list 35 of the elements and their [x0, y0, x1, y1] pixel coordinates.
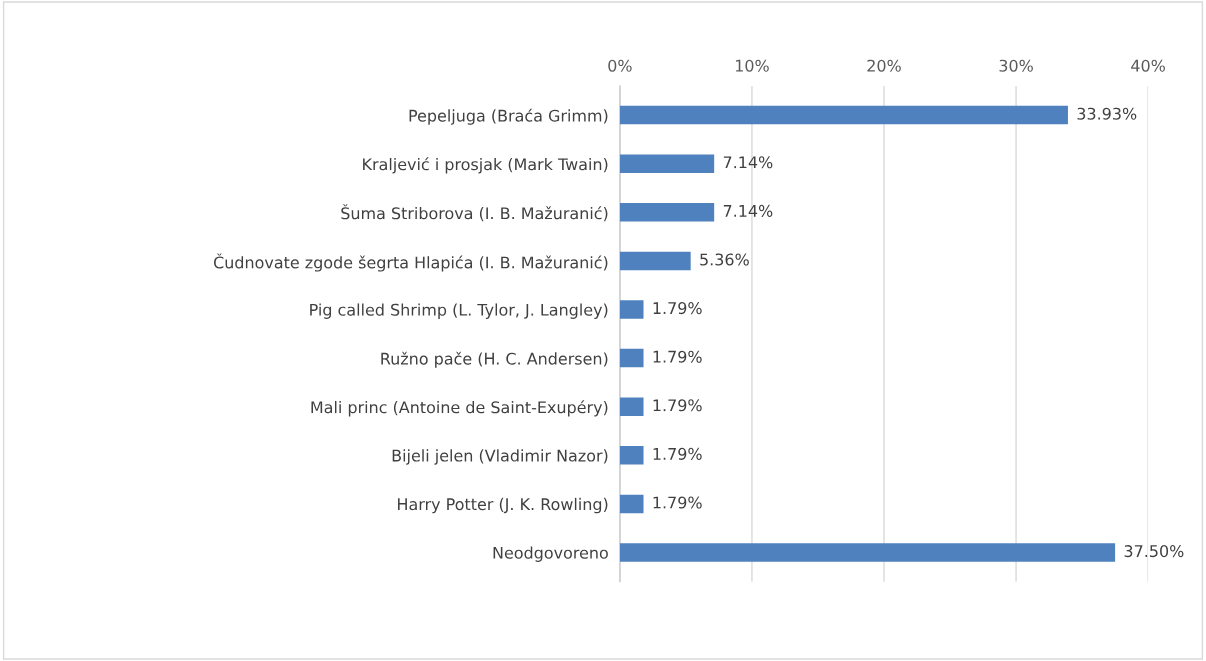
data-label: 1.79%: [653, 399, 702, 412]
data-label: 1.79%: [653, 350, 702, 363]
data-label: 1.79%: [653, 496, 702, 509]
bar: [619, 494, 644, 514]
bar: [619, 543, 1116, 562]
y-tick-label: Pepeljuga (Braća Grimm): [409, 108, 608, 125]
bar: [619, 203, 715, 222]
bar: [619, 251, 691, 271]
bar: [619, 154, 715, 173]
data-label: 7.14%: [723, 204, 773, 217]
bar: [619, 300, 644, 319]
data-label: 7.14%: [723, 156, 773, 169]
y-tick-label: Šuma Striborova (I. B. Mažuranić): [341, 204, 608, 222]
y-tick-label: Kraljević i prosjak (Mark Twain): [363, 157, 608, 174]
y-tick-label: Neodgovoreno: [493, 546, 608, 562]
data-label: 33.93%: [1077, 107, 1137, 120]
bar: [619, 105, 1068, 125]
bar: [619, 348, 644, 368]
bar: [619, 397, 644, 416]
data-label: 1.79%: [653, 302, 702, 315]
x-tick-label: 20%: [867, 59, 901, 72]
y-tick-label: Bijeli jelen (Vladimir Nazor): [392, 449, 608, 465]
y-tick-label: Ružno pače (H. C. Andersen): [381, 351, 608, 368]
x-tick-label: 30%: [999, 59, 1033, 72]
y-tick-label: Harry Potter (J. K. Rowling): [398, 497, 608, 514]
data-label: 37.50%: [1124, 545, 1184, 558]
x-tick-label: 10%: [735, 59, 769, 72]
data-label: 1.79%: [653, 447, 702, 460]
y-tick-label: Čudnovate zgode šegrta Hlapića (I. B. Mažuranić): [213, 253, 608, 272]
data-label: 5.36%: [700, 253, 749, 266]
x-tick-label: 40%: [1131, 59, 1165, 72]
y-tick-label: Pig called Shrimp (L. Tylor, J. Langley): [310, 303, 608, 319]
bar: [619, 446, 644, 465]
x-tick-label: 0%: [608, 59, 632, 72]
y-tick-label: Mali princ (Antoine de Saint-Exupéry): [311, 400, 608, 417]
